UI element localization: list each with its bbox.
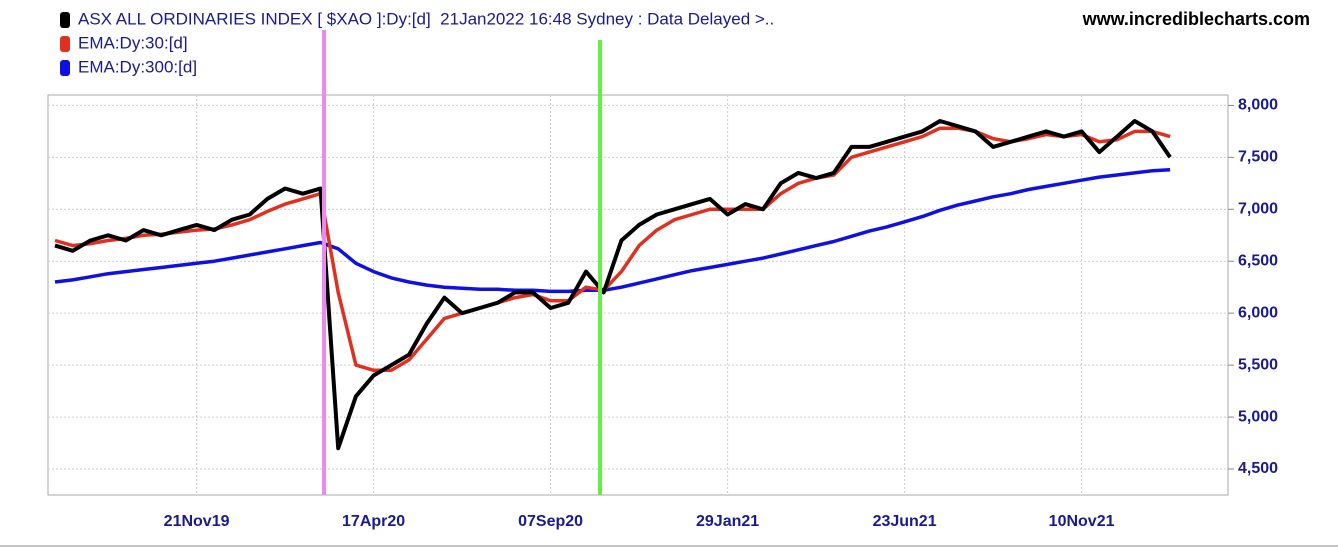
- plot-frame: [47, 94, 1229, 496]
- series-line: [54, 168, 1171, 294]
- y-tick-label: 7,000: [1238, 201, 1278, 218]
- series-line: [54, 119, 1172, 451]
- y-tick-label: 5,000: [1238, 408, 1278, 425]
- y-tick-label: 6,500: [1238, 252, 1278, 269]
- x-tick-label: 17Apr20: [342, 513, 405, 530]
- x-tick-label: 23Jun21: [873, 513, 937, 530]
- x-tick-label: 29Jan21: [696, 513, 759, 530]
- y-tick-label: 4,500: [1238, 460, 1278, 477]
- plot: 4,500 5,000 5,500 6,000 6,500 7,000 7,500 8,000…: [48, 95, 1278, 530]
- legend-swatch: [60, 12, 70, 28]
- legend-swatch: [60, 60, 70, 76]
- legend-label: EMA:Dy:30:[d]: [78, 33, 188, 52]
- x-tick-label: 10Nov21: [1049, 513, 1115, 530]
- x-tick-label: 07Sep20: [518, 513, 583, 530]
- y-tick-label: 5,500: [1238, 356, 1278, 373]
- source: www.incrediblecharts.com: [1082, 9, 1310, 29]
- legend-swatch: [60, 36, 70, 52]
- x-tick-label: 21Nov19: [164, 513, 230, 530]
- legend-label: ASX ALL ORDINARIES INDEX [ $XAO ]:Dy:[d]…: [78, 9, 774, 28]
- y-tick-label: 6,000: [1238, 304, 1278, 321]
- y-tick-label: 8,000: [1238, 97, 1278, 114]
- legend-label: EMA:Dy:300:[d]: [78, 57, 197, 76]
- y-tick-label: 7,500: [1238, 149, 1278, 166]
- series-line: [54, 126, 1171, 373]
